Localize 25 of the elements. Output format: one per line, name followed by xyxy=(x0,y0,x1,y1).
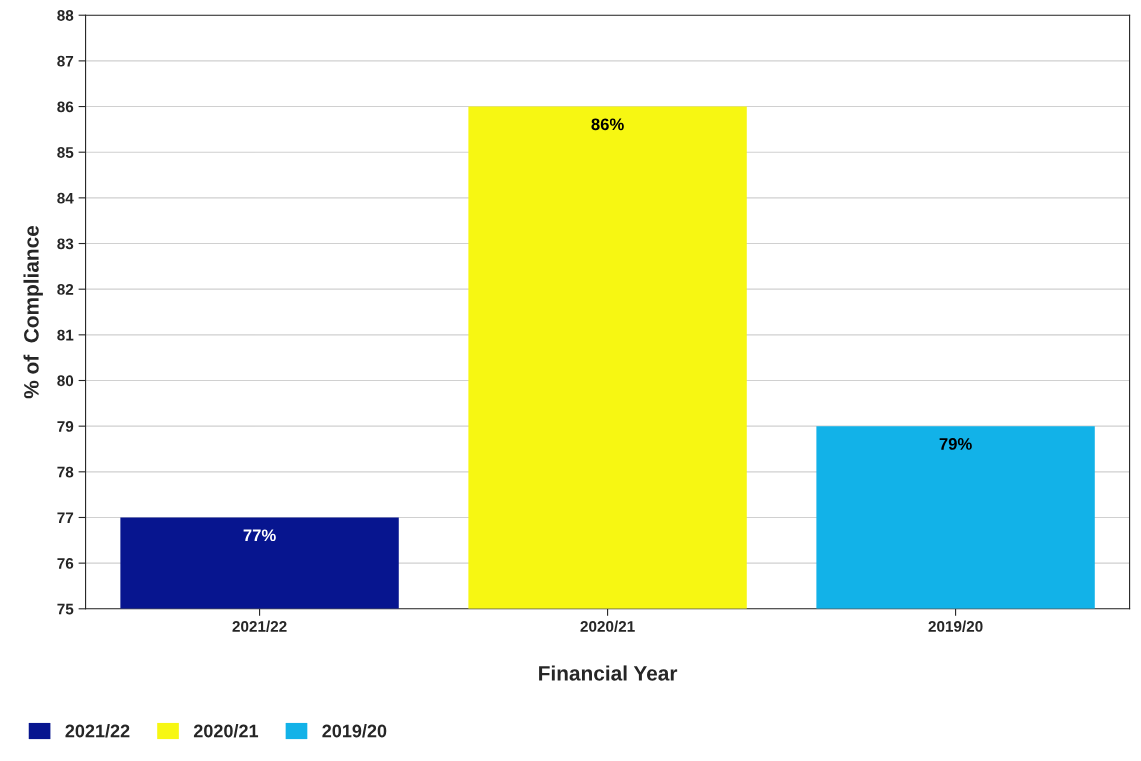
x-axis-title: Financial Year xyxy=(539,665,678,681)
y-tick-label: 87 xyxy=(57,55,74,67)
legend-label: 2021/22 xyxy=(65,724,130,738)
y-tick-label: 84 xyxy=(57,192,74,204)
y-axis-title: % of Compliance xyxy=(23,225,43,399)
x-tick-label: 2021/22 xyxy=(232,620,287,632)
y-tick-label: 81 xyxy=(57,329,74,341)
y-tick-label: 83 xyxy=(57,238,74,250)
y-tick-label: 86 xyxy=(57,101,74,113)
legend-label: 2019/20 xyxy=(322,724,387,738)
data-label: 86% xyxy=(591,118,624,131)
y-tick-label: 77 xyxy=(57,512,74,524)
y-tick-label: 75 xyxy=(57,603,74,615)
y-tick-label: 82 xyxy=(57,284,74,295)
data-label: 79% xyxy=(939,438,972,450)
x-tick-label: 2020/21 xyxy=(580,620,635,632)
y-tick-label: 78 xyxy=(57,466,74,478)
y-tick-label: 76 xyxy=(57,558,74,569)
data-label: 77% xyxy=(243,529,276,542)
y-tick-label: 85 xyxy=(57,147,74,158)
y-tick-label: 80 xyxy=(57,375,74,387)
legend-label: 2020/21 xyxy=(193,724,259,738)
y-tick-label: 88 xyxy=(57,10,74,21)
x-tick-label: 2019/20 xyxy=(928,620,983,632)
y-tick-label: 79 xyxy=(57,421,74,432)
